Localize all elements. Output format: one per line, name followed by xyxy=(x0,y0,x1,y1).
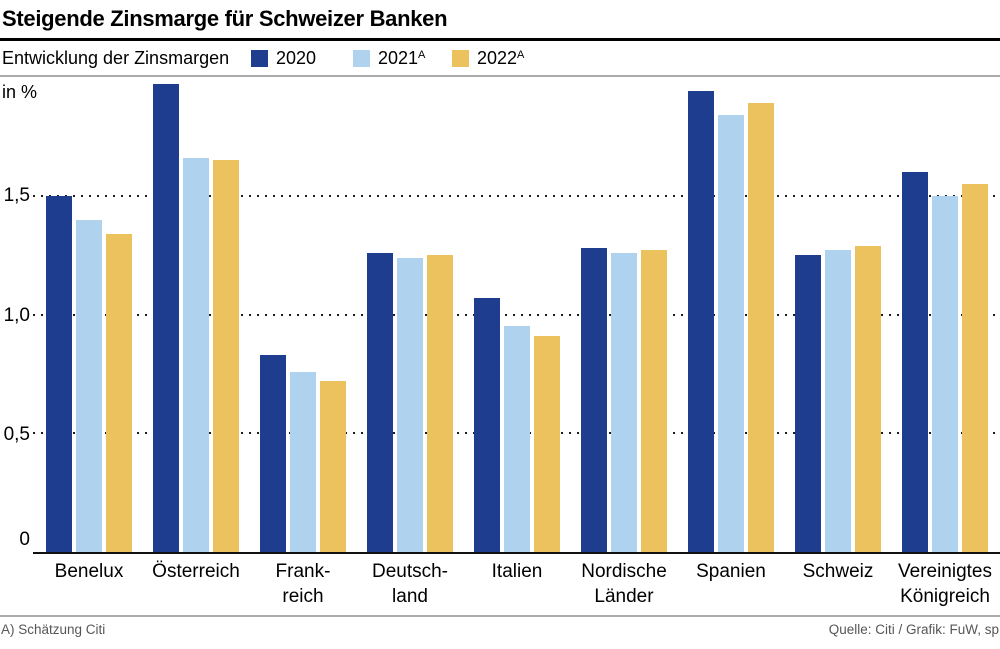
bar-group-nordische xyxy=(581,77,667,552)
bar-group-schweiz xyxy=(795,77,881,552)
legend: Entwicklung der Zinsmargen 2020 2021A 20… xyxy=(0,41,1000,77)
bar-2022 xyxy=(320,381,346,552)
x-category-label: Vereinigtes Königreich xyxy=(897,561,992,607)
bar-2022 xyxy=(106,233,132,552)
bar-2020 xyxy=(795,255,821,552)
x-category-label: Deutsch- land xyxy=(371,561,449,607)
bar-2021 xyxy=(397,257,423,552)
bar-2020 xyxy=(153,84,179,552)
x-category-label: Italien xyxy=(491,561,543,582)
bar-group-frank- xyxy=(260,77,346,552)
bar-2021 xyxy=(932,195,958,552)
bar-2021 xyxy=(718,115,744,552)
bar-2022 xyxy=(855,245,881,552)
footnote: A) Schätzung Citi xyxy=(1,622,106,637)
bar-group-italien xyxy=(474,77,560,552)
gridline-1.5 xyxy=(33,194,1000,197)
gridline-1 xyxy=(33,313,1000,316)
legend-item-2020: 2020 xyxy=(251,48,316,69)
bar-2020 xyxy=(902,172,928,552)
x-category-label: Benelux xyxy=(54,561,124,582)
bar-2020 xyxy=(367,252,393,552)
y-tick-label: 0,5 xyxy=(3,423,30,445)
x-axis: Benelux Österreich Frank- reich Deutsch- la… xyxy=(0,554,1000,617)
page-title-text: Steigende Zinsmarge für Schweizer Banken xyxy=(2,6,448,31)
bar-group-benelux xyxy=(46,77,132,552)
bar-2020 xyxy=(260,354,286,552)
bar-2020 xyxy=(688,91,714,552)
bar-2021 xyxy=(290,371,316,552)
y-axis: 1,5 1,0 0,5 0 xyxy=(0,77,30,554)
footer: A) Schätzung Citi Quelle: Citi / Grafik:… xyxy=(0,617,1000,642)
y-tick-label: 1,0 xyxy=(3,304,30,326)
bar-group-spanien xyxy=(688,77,774,552)
y-axis-unit-label: in % xyxy=(2,82,38,102)
legend-swatch-2021 xyxy=(353,49,370,67)
bar-2021 xyxy=(183,157,209,552)
bar-group-deutsch- xyxy=(367,77,453,552)
legend-label-2022: 2022A xyxy=(477,47,525,68)
bar-2022 xyxy=(748,103,774,552)
x-category-label: Nordische Länder xyxy=(581,561,667,607)
bar-2020 xyxy=(46,195,72,552)
bar-chart: in % 1,5 1,0 0,5 0 xyxy=(0,77,1000,554)
bar-2022 xyxy=(641,250,667,552)
plot-area xyxy=(33,77,1000,554)
bar-2022 xyxy=(534,335,560,552)
legend-label-2021: 2021A xyxy=(378,47,426,68)
legend-swatch-2022 xyxy=(452,49,469,67)
source-credit: Quelle: Citi / Grafik: FuW, sp xyxy=(828,622,999,637)
bar-group-vereinigtes xyxy=(902,77,988,552)
legend-item-2021: 2021A xyxy=(353,48,425,69)
x-category-label: Schweiz xyxy=(802,561,874,582)
x-category-label: Spanien xyxy=(696,561,766,582)
legend-swatch-2020 xyxy=(251,49,268,67)
page-title: Steigende Zinsmarge für Schweizer Banken xyxy=(0,0,1000,41)
bar-2021 xyxy=(611,252,637,552)
bar-2021 xyxy=(76,219,102,552)
y-tick-label: 0 xyxy=(19,529,30,550)
bar-group-österreich xyxy=(153,77,239,552)
x-category-label: Österreich xyxy=(152,561,240,582)
bar-2020 xyxy=(474,297,500,552)
legend-item-2022: 2022A xyxy=(452,48,524,69)
bar-2021 xyxy=(825,250,851,552)
legend-caption: Entwicklung der Zinsmargen xyxy=(2,47,230,68)
bar-2022 xyxy=(213,160,239,552)
bar-2021 xyxy=(504,326,530,552)
bar-2022 xyxy=(427,255,453,552)
x-category-label: Frank- reich xyxy=(275,561,331,607)
y-tick-label: 1,5 xyxy=(3,185,30,207)
bar-2020 xyxy=(581,248,607,552)
legend-label-2020: 2020 xyxy=(276,47,317,68)
bar-2022 xyxy=(962,183,988,552)
